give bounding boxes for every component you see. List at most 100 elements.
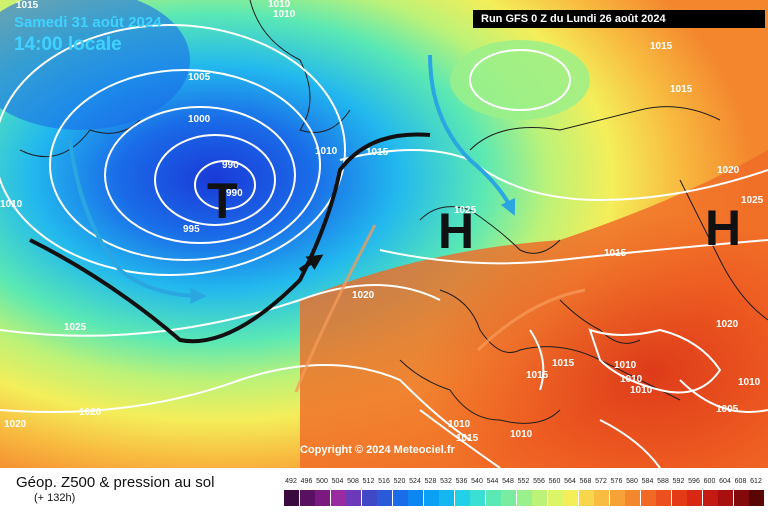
- legend-tick-label: 552: [517, 478, 530, 485]
- legend-swatch: [671, 490, 687, 506]
- legend-tick-label: 604: [719, 478, 731, 485]
- legend-swatch: [439, 490, 454, 506]
- coastlines: [19, 0, 768, 424]
- legend-tick-label: 584: [641, 478, 654, 485]
- weather-map: T H H 1015 1010 1010 1005 1000 990 990 9…: [0, 0, 768, 468]
- legend-swatch: [315, 490, 330, 506]
- isobar-label: 1025: [741, 195, 764, 206]
- legend-swatch: [718, 490, 733, 506]
- legend-swatch: [640, 490, 656, 506]
- legend-tick-label: 600: [703, 478, 716, 485]
- isobar-label: 1010: [273, 9, 296, 20]
- legend-tick-label: 564: [564, 478, 576, 485]
- isobar-label: 1010: [738, 377, 761, 388]
- legend-swatch: [702, 490, 718, 506]
- legend-swatch: [532, 490, 547, 506]
- map-title: Géop. Z500 & pression au sol: [16, 474, 215, 491]
- isobar-label: 1010: [268, 0, 291, 10]
- legend-swatch: [594, 490, 609, 506]
- legend-swatch: [377, 490, 392, 506]
- valid-date: Samedi 31 août 2024: [14, 14, 162, 31]
- legend-tick-label: 592: [672, 478, 685, 485]
- isobar-label: 1015: [16, 0, 39, 11]
- legend-swatch: [687, 490, 702, 506]
- high-pressure-symbol-east: H: [705, 200, 741, 256]
- run-info-banner: Run GFS 0 Z du Lundi 26 août 2024: [473, 10, 765, 28]
- legend-swatch: [330, 490, 346, 506]
- legend-swatch: [625, 490, 640, 506]
- legend-swatch: [361, 490, 377, 506]
- isobar-label: 1005: [188, 72, 211, 83]
- isobar-label: 1010: [448, 419, 471, 430]
- legend-tick-label: 588: [657, 478, 669, 485]
- legend-swatch: [470, 490, 485, 506]
- legend-swatch: [392, 490, 408, 506]
- legend-tick-label: 540: [471, 478, 483, 485]
- isobar-label: 1025: [64, 322, 87, 333]
- legend-tick-label: 532: [440, 478, 452, 485]
- isobar-label: 1010: [620, 374, 643, 385]
- legend-swatch: [656, 490, 671, 506]
- isobar-label: 1020: [717, 165, 740, 176]
- legend-tick-label: 492: [285, 478, 297, 485]
- jet-stream-arrow: [298, 254, 324, 272]
- isobar-label: 1010: [630, 385, 653, 396]
- legend-swatch: [733, 490, 749, 506]
- legend-tick-label: 576: [610, 478, 623, 485]
- legend-swatch: [423, 490, 439, 506]
- isobar-label: 1010: [315, 146, 338, 157]
- legend-tick-label: 524: [409, 478, 421, 485]
- legend-swatch: [609, 490, 625, 506]
- isobar-label: 1015: [456, 433, 479, 444]
- legend-tick-label: 496: [300, 478, 313, 485]
- legend-tick-label: 572: [595, 478, 607, 485]
- cold-flow-arrow-north-sea: [428, 54, 516, 216]
- isobar-label: 1015: [526, 370, 549, 381]
- legend-swatch: [501, 490, 516, 506]
- legend-tick-label: 580: [626, 478, 638, 485]
- legend-tick-label: 500: [316, 478, 328, 485]
- legend-swatch: [749, 490, 764, 506]
- isobar-label: 1015: [670, 84, 693, 95]
- legend-tick-label: 516: [378, 478, 390, 485]
- legend-tick-label: 544: [486, 478, 499, 485]
- legend-tick-label: 504: [331, 478, 344, 485]
- legend-tick-label: 612: [750, 478, 762, 485]
- isobar-label: 1015: [604, 248, 627, 259]
- isobars: [0, 24, 768, 468]
- legend-swatch: [547, 490, 563, 506]
- legend-tick-label: 568: [579, 478, 592, 485]
- isobar-label: 1000: [188, 114, 211, 125]
- isobar-label: 1020: [79, 407, 102, 418]
- cold-flow-arrow-atlantic: [68, 139, 207, 304]
- legend-swatch: [454, 490, 470, 506]
- isobar-label: 1005: [716, 404, 739, 415]
- legend-swatch: [346, 490, 361, 506]
- copyright: Copyright © 2024 Meteociel.fr: [300, 444, 455, 456]
- isobar-label: 995: [183, 224, 200, 235]
- warm-flow-arrow-west: [294, 224, 377, 393]
- isobar-label: 990: [226, 188, 243, 199]
- legend-swatch: [516, 490, 532, 506]
- isobar-label: 1015: [552, 358, 575, 369]
- legend-swatch: [578, 490, 594, 506]
- legend-tick-label: 548: [502, 478, 514, 485]
- legend-tick-label: 556: [533, 478, 545, 485]
- isobar-label: 1010: [510, 429, 533, 440]
- legend-swatch: [408, 490, 423, 506]
- legend-swatch: [299, 490, 315, 506]
- legend-tick-label: 512: [362, 478, 375, 485]
- isobar-label: 1020: [716, 319, 739, 330]
- isobar-label: 990: [222, 160, 239, 171]
- high-pressure-symbol-west: H: [438, 203, 474, 259]
- legend-swatch: [563, 490, 578, 506]
- isobar-label: 1020: [4, 419, 27, 430]
- legend-tick-label: 560: [548, 478, 561, 485]
- legend-tick-label: 508: [347, 478, 359, 485]
- isobar-label: 1015: [366, 147, 389, 158]
- legend-tick-label: 608: [734, 478, 747, 485]
- geopotential-field-deep-low: [0, 0, 190, 130]
- legend-tick-label: 596: [688, 478, 700, 485]
- isobar-label: 1015: [650, 41, 673, 52]
- isobar-label: 1020: [352, 290, 375, 301]
